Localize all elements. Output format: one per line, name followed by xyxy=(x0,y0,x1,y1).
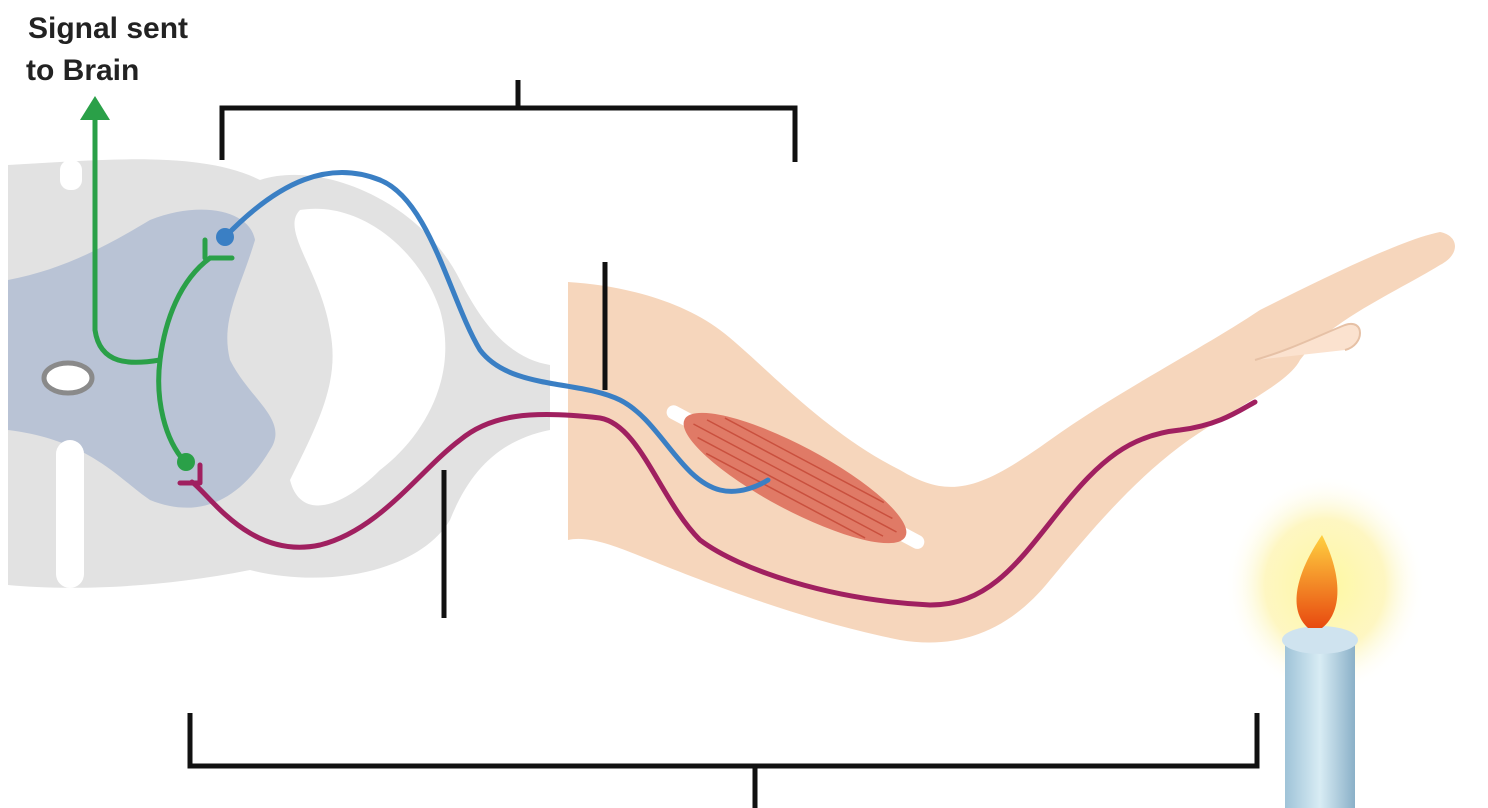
spinal-cord xyxy=(8,159,550,588)
label-line: to Brain xyxy=(26,54,139,87)
label-line: Signal sent xyxy=(28,12,188,45)
reflex-arc-diagram: Signal sent to Brain xyxy=(0,0,1488,808)
